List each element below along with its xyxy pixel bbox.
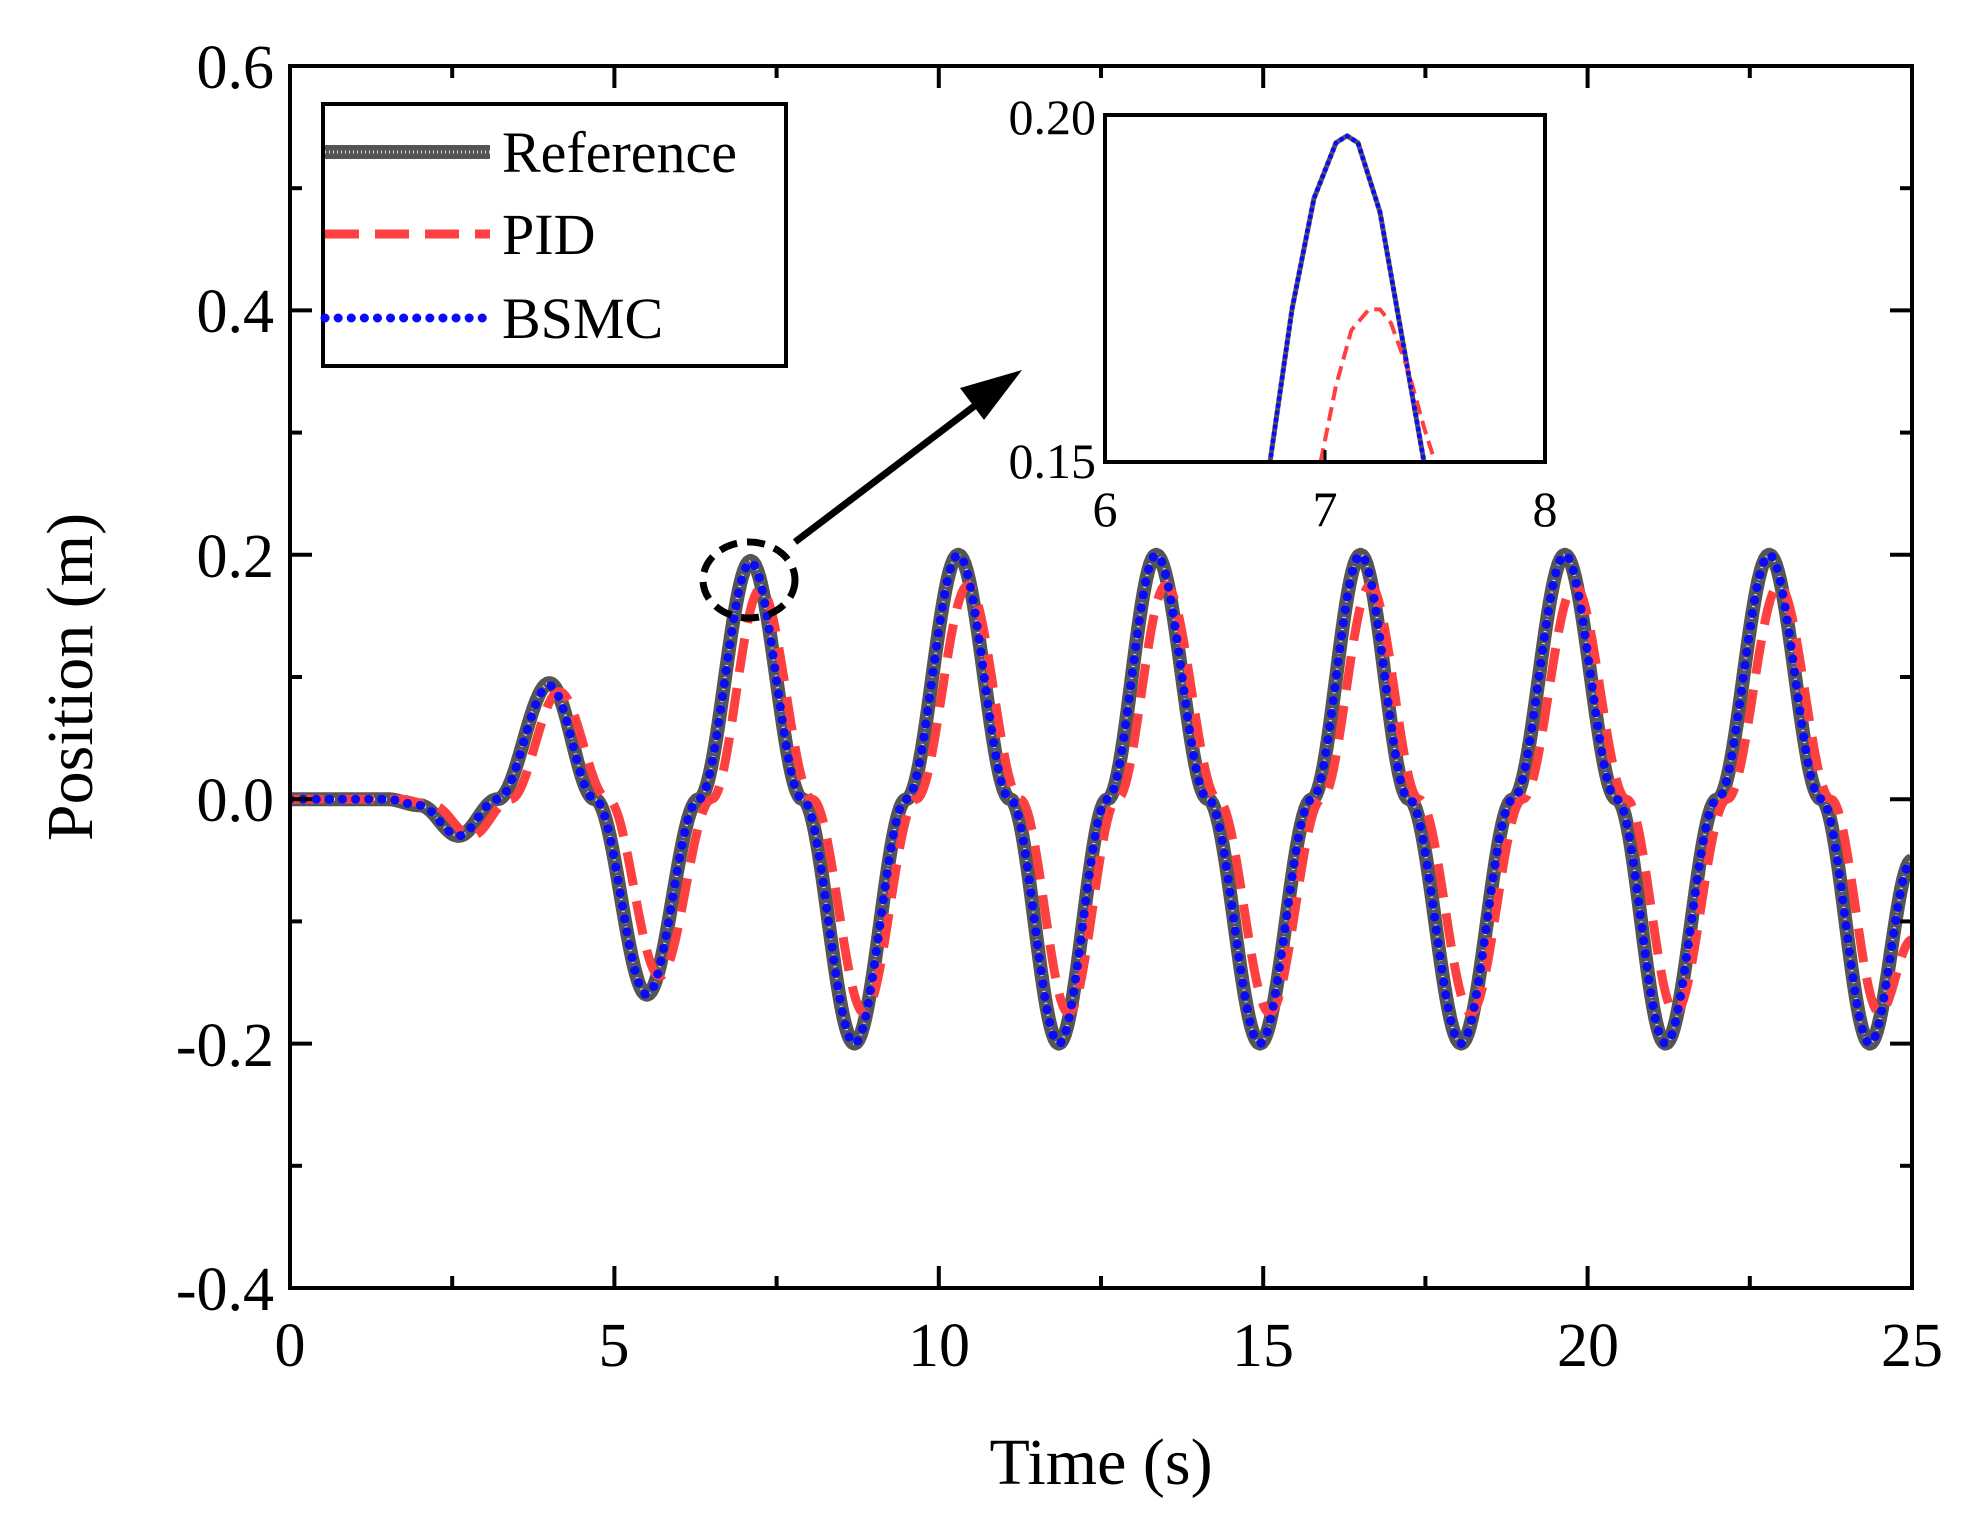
y-tick-label: 0.0 bbox=[197, 767, 275, 835]
y-tick-label: 0.4 bbox=[197, 278, 275, 346]
inset-pid-line bbox=[1318, 307, 1437, 462]
pid-line bbox=[290, 580, 1912, 1018]
legend: Reference PID BSMC bbox=[320, 102, 788, 368]
x-tick-labels: 0 5 10 15 20 25 bbox=[275, 1312, 1944, 1380]
y-tick-label: -0.2 bbox=[176, 1012, 274, 1080]
y-axis-title: Position (m) bbox=[34, 513, 107, 841]
x-tick-label: 25 bbox=[1881, 1312, 1943, 1380]
main-axis-ticks bbox=[288, 64, 1914, 1290]
zoom-annotation bbox=[699, 370, 1022, 622]
inset-plot: 6 7 8 0.15 0.20 bbox=[1009, 89, 1558, 537]
x-tick-label: 10 bbox=[908, 1312, 970, 1380]
inset-x-tick-label: 7 bbox=[1313, 481, 1338, 537]
legend-label-pid: PID bbox=[502, 202, 595, 267]
legend-label-reference: Reference bbox=[502, 120, 737, 185]
x-tick-label: 0 bbox=[275, 1312, 306, 1380]
y-tick-label: 0.2 bbox=[197, 523, 275, 591]
inset-y-tick-label: 0.20 bbox=[1009, 89, 1097, 145]
x-tick-label: 5 bbox=[599, 1312, 630, 1380]
legend-label-bsmc: BSMC bbox=[502, 286, 663, 351]
zoom-arrow-shaft bbox=[792, 395, 988, 545]
inset-bsmc-line bbox=[1267, 133, 1427, 462]
y-tick-label: 0.6 bbox=[197, 34, 275, 102]
y-tick-label: -0.4 bbox=[176, 1256, 274, 1324]
x-tick-label: 15 bbox=[1232, 1312, 1294, 1380]
x-axis-title: Time (s) bbox=[989, 1426, 1212, 1499]
zoom-circle bbox=[699, 538, 799, 622]
main-series-group bbox=[290, 547, 1912, 1051]
x-tick-label: 20 bbox=[1557, 1312, 1619, 1380]
inset-x-tick-label: 8 bbox=[1533, 481, 1558, 537]
inset-x-tick-label: 6 bbox=[1093, 481, 1118, 537]
inset-series-group bbox=[1267, 133, 1437, 462]
bsmc-line bbox=[290, 550, 1912, 1049]
reference-line-outer bbox=[290, 547, 1912, 1051]
inset-axis-ticks bbox=[1103, 113, 1547, 464]
inset-y-tick-label: 0.15 bbox=[1009, 433, 1097, 489]
zoom-arrow-head bbox=[960, 370, 1022, 420]
y-tick-labels: -0.4 -0.2 0.0 0.2 0.4 0.6 bbox=[176, 34, 274, 1324]
